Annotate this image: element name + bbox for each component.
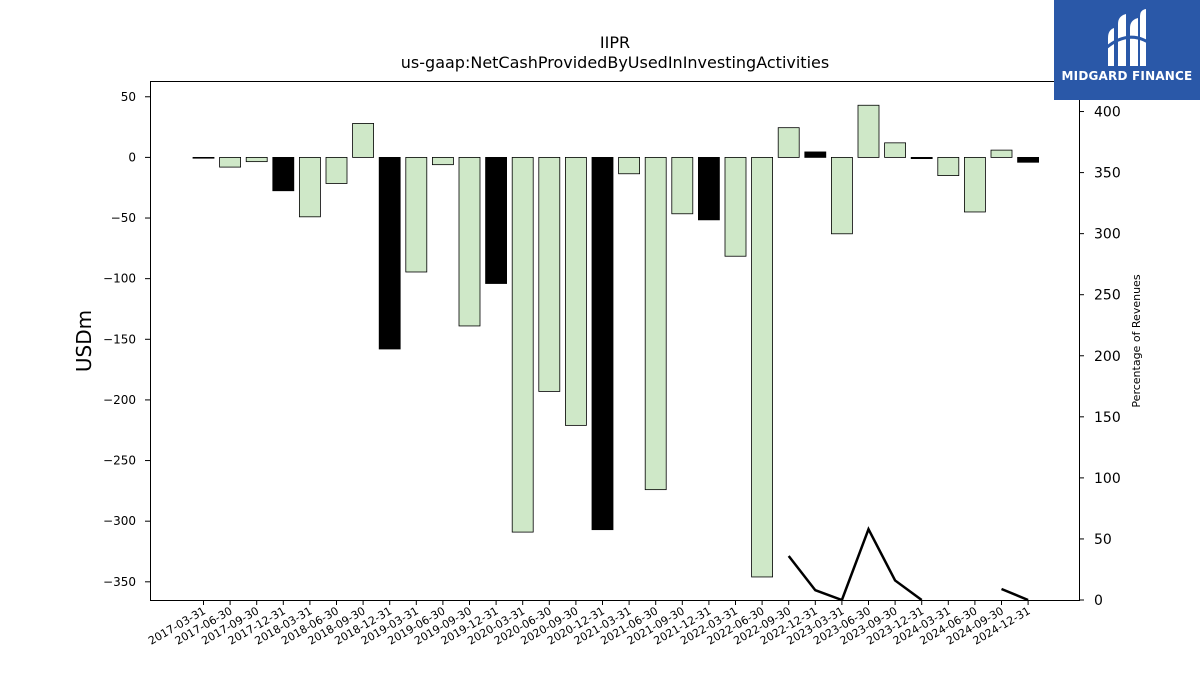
y-axis-right-label: Percentage of Revenues: [1130, 274, 1143, 407]
y-tick-label: −300: [103, 514, 136, 528]
bar-2024-03-31: [937, 156, 960, 176]
bar-2018-09-30: [352, 123, 375, 158]
chart-subtitle: us-gaap:NetCashProvidedByUsedInInvesting…: [401, 53, 829, 72]
y-right-tick-label: 250: [1094, 288, 1121, 304]
y-right-tick-label: 200: [1094, 349, 1121, 365]
bar-2022-09-30: [777, 127, 800, 158]
bar-2020-12-31: [591, 156, 614, 531]
bar-2021-03-31: [618, 156, 640, 175]
x-axis: 2017-03-312017-06-302017-09-302017-12-31…: [146, 600, 1033, 648]
bar-2018-06-30: [325, 156, 348, 184]
bar-2022-12-31: [804, 151, 827, 158]
bar-2022-03-31: [724, 156, 747, 257]
bar-2019-06-30: [431, 156, 454, 166]
brand-name: MIDGARD FINANCE: [1061, 69, 1193, 83]
bar-2021-06-30: [644, 156, 667, 491]
y-axis-label: USDm: [72, 310, 96, 372]
bar-2024-09-30: [990, 149, 1013, 158]
y-right-tick-label: 350: [1094, 166, 1121, 182]
y-right-tick-label: 100: [1094, 471, 1121, 487]
bar-2023-09-30: [884, 142, 906, 158]
y-tick-label: −150: [103, 332, 136, 346]
bar-2019-12-31: [485, 156, 508, 284]
bar-2021-12-31: [698, 156, 720, 221]
bar-2023-12-31: [910, 156, 933, 160]
right-axis: 0 50 100 150 200 250 300 350 400: [1079, 105, 1121, 609]
chart-title: IIPR: [600, 33, 630, 52]
bar-2023-06-30: [857, 104, 880, 158]
y-tick-label: −200: [103, 393, 136, 407]
bar-2019-09-30: [458, 156, 481, 327]
bars-layer: [192, 104, 1039, 578]
revenue-pct-line-segment-3: [1001, 587, 1029, 600]
bar-2017-03-31: [192, 156, 215, 159]
brand-logo: MIDGARD FINANCE: [1054, 0, 1200, 100]
line-layer: [787, 526, 1029, 600]
y-tick-label: 0: [128, 150, 136, 164]
y-tick-label: −250: [103, 454, 136, 468]
bar-2020-09-30: [565, 156, 587, 426]
left-axis: 50 0 −50 −100 −150 −200 −250 −300 −350: [103, 90, 150, 589]
y-right-tick-label: 150: [1094, 410, 1121, 426]
bar-2022-06-30: [751, 156, 773, 578]
y-right-tick-label: 0: [1094, 593, 1103, 609]
revenue-pct-line-segment-2: [787, 526, 923, 600]
y-tick-label: −350: [103, 575, 136, 589]
bar-2018-03-31: [298, 156, 321, 218]
y-tick-label: −50: [111, 211, 136, 225]
bar-2019-03-31: [405, 156, 428, 273]
bar-2024-12-31: [1017, 156, 1039, 163]
bar-2020-06-30: [538, 156, 561, 392]
bar-2017-09-30: [245, 156, 268, 163]
midgard-logo-icon: [1105, 9, 1149, 66]
bar-2023-03-31: [831, 156, 853, 235]
plot-frame: [150, 81, 1080, 601]
bar-2020-03-31: [511, 156, 534, 533]
bar-2017-06-30: [219, 156, 242, 168]
bar-2024-06-30: [964, 156, 986, 213]
bar-2018-12-31: [378, 156, 401, 350]
y-right-tick-label: 50: [1094, 532, 1112, 548]
y-right-tick-label: 400: [1094, 105, 1121, 121]
bar-2021-09-30: [671, 156, 694, 215]
bar-2017-12-31: [272, 156, 295, 192]
y-tick-label: −100: [103, 272, 136, 286]
y-right-tick-label: 300: [1094, 227, 1121, 243]
y-tick-label: 50: [121, 90, 136, 104]
